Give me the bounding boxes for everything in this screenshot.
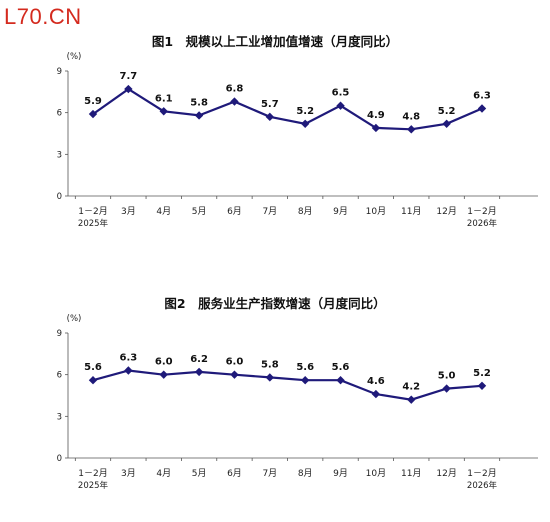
data-point	[265, 373, 275, 382]
data-label: 5.2	[438, 106, 456, 117]
x-tick-label: 1－2月	[78, 206, 107, 217]
y-tick-label: 0	[57, 192, 62, 202]
x-year-label-end: 2026年	[467, 480, 498, 491]
x-tick-label: 4月	[156, 206, 171, 217]
data-label: 5.8	[261, 359, 279, 370]
data-point	[88, 109, 98, 119]
data-label: 5.7	[261, 99, 279, 110]
y-tick-label: 6	[57, 109, 62, 119]
x-year-label-start: 2025年	[78, 218, 109, 229]
x-tick-label: 1－2月	[467, 206, 496, 217]
x-tick-label: 4月	[156, 468, 171, 479]
y-unit-label: (%)	[67, 52, 82, 62]
chart-title: 图1 规模以上工业增加值增速（月度同比）	[152, 34, 398, 49]
data-label: 6.0	[155, 357, 173, 368]
data-point	[336, 101, 345, 110]
data-label: 5.0	[438, 371, 456, 382]
data-label: 5.8	[190, 97, 208, 108]
data-point	[194, 367, 204, 377]
data-point	[230, 97, 239, 106]
x-tick-label: 11月	[401, 468, 421, 479]
data-point	[124, 84, 133, 94]
data-point	[407, 125, 416, 134]
data-point	[477, 104, 487, 113]
x-year-label-end: 2026年	[467, 218, 498, 229]
data-point	[300, 376, 310, 385]
data-label: 6.0	[226, 357, 244, 368]
data-label: 5.2	[296, 106, 314, 117]
x-tick-label: 5月	[192, 206, 207, 217]
data-point	[407, 395, 416, 404]
data-point	[88, 376, 98, 385]
data-label: 4.9	[367, 110, 385, 121]
data-label: 5.2	[473, 368, 491, 379]
data-point	[159, 370, 168, 379]
series-line	[92, 87, 483, 131]
data-point	[265, 112, 275, 122]
watermark-logo: L70.CN	[4, 4, 82, 29]
x-tick-label: 8月	[298, 206, 313, 217]
y-tick-label: 3	[57, 150, 62, 160]
x-tick-label: 6月	[227, 468, 242, 479]
data-label: 5.9	[84, 96, 102, 107]
x-tick-label: 7月	[262, 468, 277, 479]
y-tick-label: 3	[57, 412, 62, 422]
y-tick-label: 6	[57, 371, 62, 381]
data-label: 5.6	[332, 362, 350, 373]
series-line	[92, 369, 483, 401]
x-year-label-start: 2025年	[78, 480, 109, 491]
y-tick-label: 9	[57, 329, 62, 339]
x-tick-label: 5月	[192, 468, 207, 479]
data-label: 5.6	[296, 362, 314, 373]
data-label: 4.6	[367, 376, 385, 387]
data-label: 6.2	[190, 354, 208, 365]
data-label: 6.8	[226, 84, 244, 95]
x-tick-label: 6月	[227, 206, 242, 217]
x-tick-label: 10月	[366, 206, 386, 217]
data-label: 6.1	[155, 93, 173, 104]
x-tick-label: 12月	[436, 468, 456, 479]
x-tick-label: 12月	[436, 206, 456, 217]
x-tick-label: 3月	[121, 206, 136, 217]
chart-industrial-growth: 图1 规模以上工业增加值增速（月度同比） (%) 0 3 6 9 1－2月 3月 4月 5月 6月 7…	[57, 34, 538, 229]
data-point	[336, 376, 345, 385]
data-point	[124, 366, 133, 375]
x-tick-label: 3月	[121, 468, 136, 479]
data-point	[371, 389, 381, 399]
y-unit-label: (%)	[67, 314, 82, 324]
x-tick-label: 1－2月	[467, 468, 496, 479]
x-tick-label: 11月	[401, 206, 421, 217]
y-tick-label: 9	[57, 67, 62, 77]
data-label: 4.8	[402, 111, 420, 122]
data-point	[300, 119, 310, 128]
data-point	[477, 381, 487, 390]
data-point	[230, 370, 239, 379]
data-label: 6.3	[120, 353, 138, 364]
x-tick-label: 9月	[333, 468, 348, 479]
data-label: 4.2	[402, 382, 420, 393]
data-point	[442, 119, 451, 128]
data-label: 6.5	[332, 88, 350, 99]
x-tick-label: 7月	[262, 206, 277, 217]
data-label: 7.7	[120, 71, 138, 82]
data-point	[159, 107, 168, 116]
data-label: 5.6	[84, 362, 102, 373]
data-point	[371, 123, 381, 133]
x-tick-label: 1－2月	[78, 468, 107, 479]
x-tick-label: 9月	[333, 206, 348, 217]
x-tick-label: 10月	[366, 468, 386, 479]
y-tick-label: 0	[57, 454, 62, 464]
data-point	[194, 111, 204, 120]
chart-services-growth: 图2 服务业生产指数增速（月度同比） (%) 0 3 6 9 1－2月 3月 4月 5月 6月 7月 8…	[57, 296, 538, 491]
data-label: 6.3	[473, 91, 491, 102]
x-tick-label: 8月	[298, 468, 313, 479]
data-point	[442, 384, 451, 393]
chart-title: 图2 服务业生产指数增速（月度同比）	[164, 296, 385, 311]
